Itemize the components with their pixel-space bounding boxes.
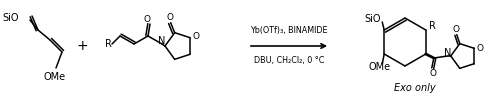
Text: O: O bbox=[430, 69, 436, 78]
Text: N: N bbox=[444, 48, 452, 58]
Text: OMe: OMe bbox=[368, 62, 390, 72]
Text: Yb(OTf)₃, BINAMIDE: Yb(OTf)₃, BINAMIDE bbox=[250, 25, 328, 34]
Text: O: O bbox=[166, 13, 173, 22]
Text: DBU, CH₂Cl₂, 0 °C: DBU, CH₂Cl₂, 0 °C bbox=[254, 57, 324, 65]
Text: Exo only: Exo only bbox=[394, 83, 436, 93]
Text: N: N bbox=[158, 36, 166, 46]
Text: R: R bbox=[104, 39, 112, 49]
Text: SiO: SiO bbox=[2, 13, 18, 23]
Text: OMe: OMe bbox=[44, 72, 66, 82]
Text: O: O bbox=[192, 32, 200, 41]
Text: SiO: SiO bbox=[364, 14, 380, 24]
Text: +: + bbox=[76, 39, 88, 53]
Text: O: O bbox=[476, 44, 484, 53]
Text: O: O bbox=[452, 25, 460, 34]
Text: O: O bbox=[144, 15, 150, 24]
Text: R: R bbox=[429, 21, 436, 31]
